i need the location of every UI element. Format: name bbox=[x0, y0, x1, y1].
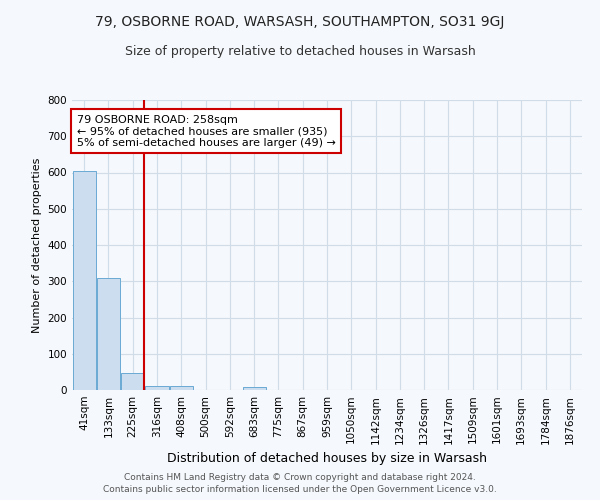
Bar bbox=[97, 278, 120, 390]
Bar bbox=[121, 373, 144, 390]
Text: 79 OSBORNE ROAD: 258sqm
← 95% of detached houses are smaller (935)
5% of semi-de: 79 OSBORNE ROAD: 258sqm ← 95% of detache… bbox=[77, 114, 336, 148]
Bar bbox=[170, 386, 193, 390]
Text: Contains public sector information licensed under the Open Government Licence v3: Contains public sector information licen… bbox=[103, 485, 497, 494]
X-axis label: Distribution of detached houses by size in Warsash: Distribution of detached houses by size … bbox=[167, 452, 487, 465]
Bar bbox=[73, 171, 95, 390]
Text: 79, OSBORNE ROAD, WARSASH, SOUTHAMPTON, SO31 9GJ: 79, OSBORNE ROAD, WARSASH, SOUTHAMPTON, … bbox=[95, 15, 505, 29]
Bar bbox=[242, 387, 266, 390]
Bar bbox=[145, 386, 169, 390]
Text: Size of property relative to detached houses in Warsash: Size of property relative to detached ho… bbox=[125, 45, 475, 58]
Y-axis label: Number of detached properties: Number of detached properties bbox=[32, 158, 42, 332]
Text: Contains HM Land Registry data © Crown copyright and database right 2024.: Contains HM Land Registry data © Crown c… bbox=[124, 474, 476, 482]
